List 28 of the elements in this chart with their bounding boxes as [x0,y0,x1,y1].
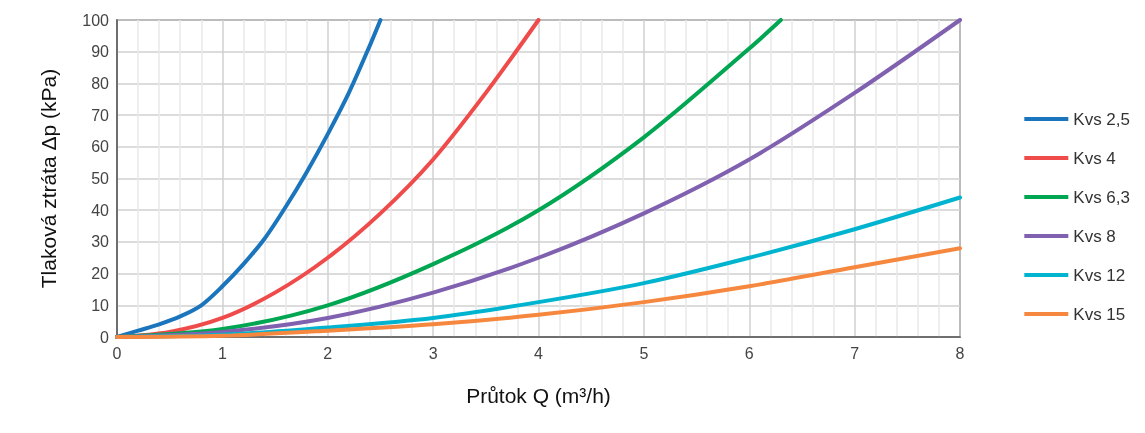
x-tick-label: 1 [217,344,227,362]
y-tick-label: 20 [91,265,110,283]
y-tick-label: 60 [91,138,110,156]
x-tick-label: 0 [112,344,122,362]
y-tick-label: 90 [91,43,110,61]
y-tick-label: 100 [82,11,110,29]
legend-label: Kvs 2,5 [1073,109,1131,129]
y-tick-label: 0 [100,328,110,346]
y-tick-label: 30 [91,233,110,251]
legend-label: Kvs 6,3 [1073,187,1131,207]
x-tick-label: 4 [534,344,544,362]
y-tick-label: 50 [91,170,110,187]
legend-label: Kvs 8 [1073,226,1116,246]
x-tick-label: 8 [955,344,965,362]
legend-label: Kvs 12 [1073,265,1126,285]
legend-label: Kvs 4 [1073,148,1116,168]
x-tick-label: 7 [850,344,860,362]
y-tick-label: 70 [91,106,110,124]
x-axis-title: Průtok Q (m³/h) [466,384,611,407]
x-tick-label: 3 [428,344,438,362]
x-tick-label: 2 [323,344,333,362]
y-axis-title: Tlaková ztráta Δp (kPa) [37,68,60,289]
x-tick-label: 6 [744,344,754,362]
y-tick-label: 80 [91,74,110,92]
y-tick-label: 10 [91,296,110,314]
x-tick-label: 5 [639,344,649,362]
legend-label: Kvs 15 [1073,304,1126,324]
y-tick-label: 40 [91,201,110,219]
